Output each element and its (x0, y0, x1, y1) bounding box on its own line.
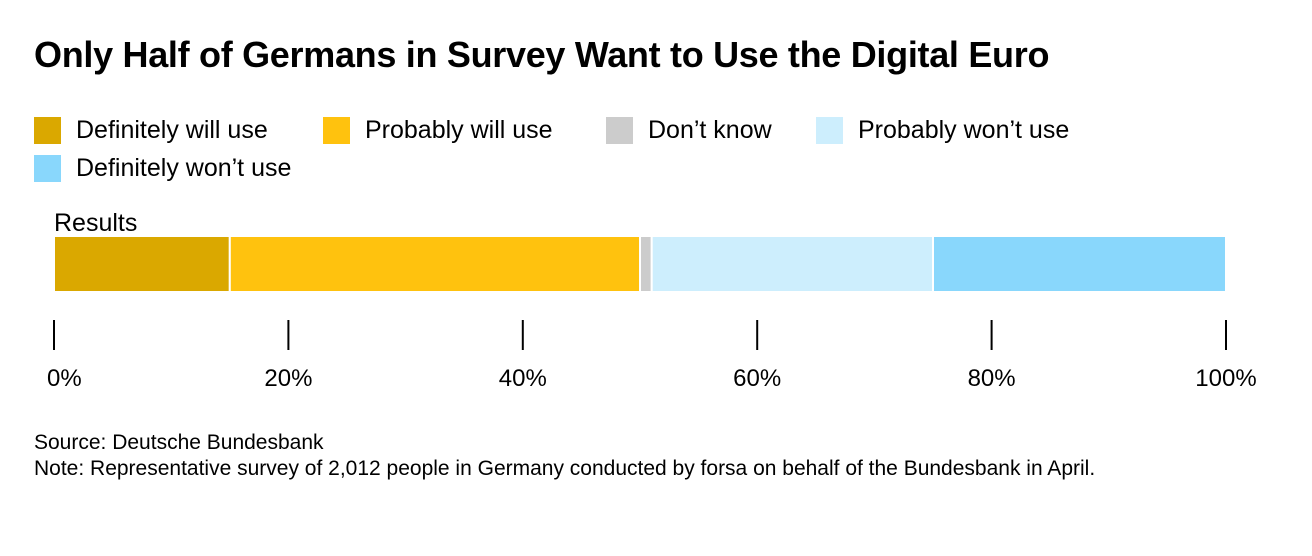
legend-item-definitely-will-use: Definitely will use (34, 116, 268, 144)
chart-title: Only Half of Germans in Survey Want to U… (34, 34, 1050, 75)
footer: Source: Deutsche Bundesbank Note: Repres… (34, 430, 1284, 482)
bar-don-t-know (639, 235, 653, 293)
bar-definitely-will-use (53, 235, 231, 293)
legend-swatch-probably-wont-use (816, 116, 843, 144)
legend-label: Probably won’t use (858, 116, 1070, 144)
legend-swatch-definitely-wont-use (34, 154, 61, 182)
legend-item-probably-will-use: Probably will use (323, 116, 553, 144)
bar-group (53, 235, 1227, 293)
legend-item-dont-know: Don’t know (606, 116, 772, 144)
x-tick-label: 40% (499, 365, 547, 392)
legend-label: Don’t know (648, 116, 772, 144)
x-tick-label: 0% (47, 365, 82, 392)
category-label: Results (54, 209, 137, 237)
legend-label: Definitely won’t use (76, 154, 292, 182)
legend-swatch-probably-will-use (323, 116, 350, 144)
x-axis: 0% 20% 40% 60% 80% 100% (47, 320, 1257, 392)
source-text: Source: Deutsche Bundesbank (34, 431, 324, 454)
bar-definitely-won-t-use (932, 235, 1227, 293)
legend-swatch-definitely-will-use (34, 116, 61, 144)
bar-probably-won-t-use (650, 235, 934, 293)
legend-item-definitely-wont-use: Definitely won’t use (34, 154, 291, 182)
legend-item-probably-wont-use: Probably won’t use (816, 116, 1069, 144)
x-tick-label: 60% (733, 365, 781, 392)
x-tick-label: 80% (968, 365, 1016, 392)
x-tick-label: 100% (1195, 365, 1256, 392)
legend-label: Definitely will use (76, 116, 268, 144)
legend-swatch-dont-know (606, 116, 633, 144)
note-text: Note: Representative survey of 2,012 peo… (34, 457, 1096, 480)
bar-probably-will-use (228, 235, 642, 293)
stacked-bar-chart: Results 0% 20% 40% 60% 80% 100% (47, 209, 1257, 392)
x-tick-label: 20% (264, 365, 312, 392)
legend-label: Probably will use (365, 116, 553, 144)
